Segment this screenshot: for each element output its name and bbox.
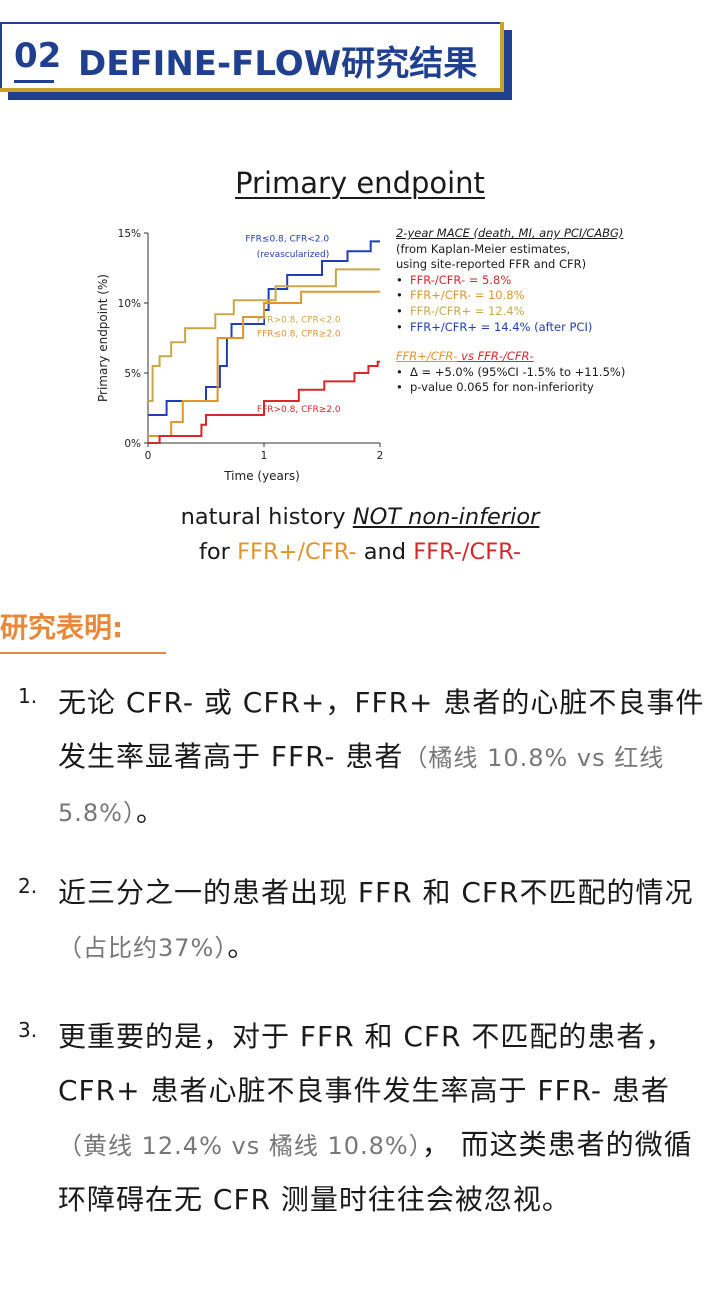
x-tick-label: 0 [145,450,152,462]
caption-text: natural history [180,504,353,530]
caption-for: for [199,539,238,565]
chart-annotation: FFR>0.8, CFR≥2.0 [257,405,341,415]
chart-annotation: (revascularized) [257,250,329,260]
item-tail: ， 而这类患者的微循环障碍在无 CFR 测量时往往会被忽视。 [58,1128,693,1216]
chart-legend: 2-year MACE (death, MI, any PCI/CABG) (f… [396,226,696,396]
banner-gold-bottom [0,88,504,92]
legend-stat-1: • Δ = +5.0% (95%CI -1.5% to +11.5%) [396,365,696,381]
item-note: （橘线 10.8% vs 红线 5.8%） [58,744,665,827]
x-tick-label: 2 [377,450,384,462]
figure-caption-line1: natural history NOT non-inferior [0,500,720,534]
chart-ylabel: Primary endpoint (%) [96,274,110,402]
stat-delta: Δ = +5.0% (95%CI -1.5% to +11.5%) [410,364,626,379]
series-line-blue [148,240,380,416]
item-tail: 。 [135,795,165,828]
legend-items: • FFR-/CFR- = 5.8% • FFR+/CFR- = 10.8% • FFR-… [396,273,696,335]
section-title: DEFINE-FLOW研究结果 [78,44,478,84]
item-number: 2. [18,874,38,898]
findings-heading: 研究表明: [0,611,124,644]
figure-title: Primary endpoint [0,166,720,200]
caption-and: and [356,539,414,565]
x-tick-label: 1 [261,450,268,462]
legend-sub2: using site-reported FFR and CFR) [396,257,587,272]
legend-comparison: FFR+/CFR- vs FFR-/CFR- [396,349,696,365]
figure-title-text: Primary endpoint [235,166,485,200]
bullet: • [396,288,403,303]
caption-emphasis: NOT non-inferior [352,504,540,530]
series-line-yellow [148,268,380,402]
chart-annotation: FFR>0.8, CFR<2.0 [257,316,341,326]
bullet: • [396,319,403,334]
legend-item-text: FFR-/CFR+ = 12.4% [410,303,525,318]
legend-sub1: (from Kaplan-Meier estimates, [396,241,571,256]
bullet: • [396,380,403,395]
comp-vs: vs [457,349,478,364]
chart-xlabel: Time (years) [223,469,300,483]
chart-annotation: FFR≤0.8, CFR≥2.0 [257,330,341,340]
section-number: 02 [14,36,62,76]
figure-caption-line2: for FFR+/CFR- and FFR-/CFR- [0,535,720,569]
caption-group-orange: FFR+/CFR- [237,539,357,565]
legend-item: • FFR-/CFR- = 5.8% [396,273,696,289]
banner-gold-right [500,22,504,92]
series-line-orange [148,290,380,437]
y-tick-label: 15% [118,228,141,240]
item-text: 更重要的是，对于 FFR 和 CFR 不匹配的患者，CFR+ 患者心脏不良事件发… [58,1010,708,1227]
legend-item-text: FFR-/CFR- = 5.8% [410,272,512,287]
item-main: 更重要的是，对于 FFR 和 CFR 不匹配的患者，CFR+ 患者心脏不良事件发… [58,1020,675,1107]
y-tick-label: 10% [118,298,141,310]
chart-annotation: FFR≤0.8, CFR<2.0 [245,234,329,244]
caption-group-red: FFR-/CFR- [413,539,521,565]
y-tick-label: 5% [124,368,141,380]
bullet: • [396,303,403,318]
section-number-underline [14,80,54,83]
section-banner: 02 DEFINE-FLOW研究结果 [0,22,512,100]
item-number: 1. [18,684,38,708]
bullet: • [396,272,403,287]
item-note: （黄线 12.4% vs 橘线 10.8%） [58,1132,422,1160]
item-number: 3. [18,1018,38,1042]
findings-underline [0,652,166,654]
item-text: 无论 CFR- 或 CFR+，FFR+ 患者的心脏不良事件发生率显著高于 FFR… [58,676,708,840]
legend-item: • FFR+/CFR- = 10.8% [396,288,696,304]
comp-a: FFR+/CFR- [396,349,458,364]
item-note: （占比约37%） [58,934,228,962]
y-tick-label: 0% [124,438,141,450]
comp-b: FFR-/CFR- [477,349,534,364]
series-line-red [148,360,380,444]
legend-heading: 2-year MACE (death, MI, any PCI/CABG) [396,226,624,240]
banner-box [0,22,504,92]
item-tail: 。 [227,930,257,963]
item-main: 近三分之一的患者出现 FFR 和 CFR不匹配的情况 [58,876,694,909]
item-text: 近三分之一的患者出现 FFR 和 CFR不匹配的情况 （占比约37%）。 [58,866,708,975]
kaplan-meier-chart: 0% 5% 10% 15% 0 1 2 FFR≤0.8, CFR<2.0 (revascula… [96,228,384,483]
legend-item-text: FFR+/CFR- = 10.8% [410,288,525,303]
legend-item: • FFR+/CFR+ = 14.4% (after PCI) [396,320,696,336]
legend-stat-2: • p-value 0.065 for non-inferiority [396,380,696,396]
stat-pvalue: p-value 0.065 for non-inferiority [410,380,594,395]
legend-item: • FFR-/CFR+ = 12.4% [396,304,696,320]
item-main: 无论 CFR- 或 CFR+，FFR+ 患者的心脏不良事件发生率显著高于 FFR… [58,686,705,773]
legend-item-text: FFR+/CFR+ = 14.4% (after PCI) [410,319,593,334]
bullet: • [396,364,403,379]
